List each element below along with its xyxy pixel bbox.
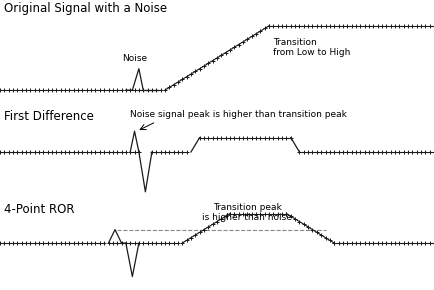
Text: Noise: Noise	[122, 54, 147, 63]
Text: Original Signal with a Noise: Original Signal with a Noise	[4, 2, 168, 15]
Text: Transition peak
is higher than noise: Transition peak is higher than noise	[202, 203, 293, 222]
Text: 4-Point ROR: 4-Point ROR	[4, 203, 75, 216]
Text: Noise signal peak is higher than transition peak: Noise signal peak is higher than transit…	[130, 110, 347, 119]
Text: Transition
from Low to High: Transition from Low to High	[273, 37, 351, 57]
Text: First Difference: First Difference	[4, 110, 94, 124]
